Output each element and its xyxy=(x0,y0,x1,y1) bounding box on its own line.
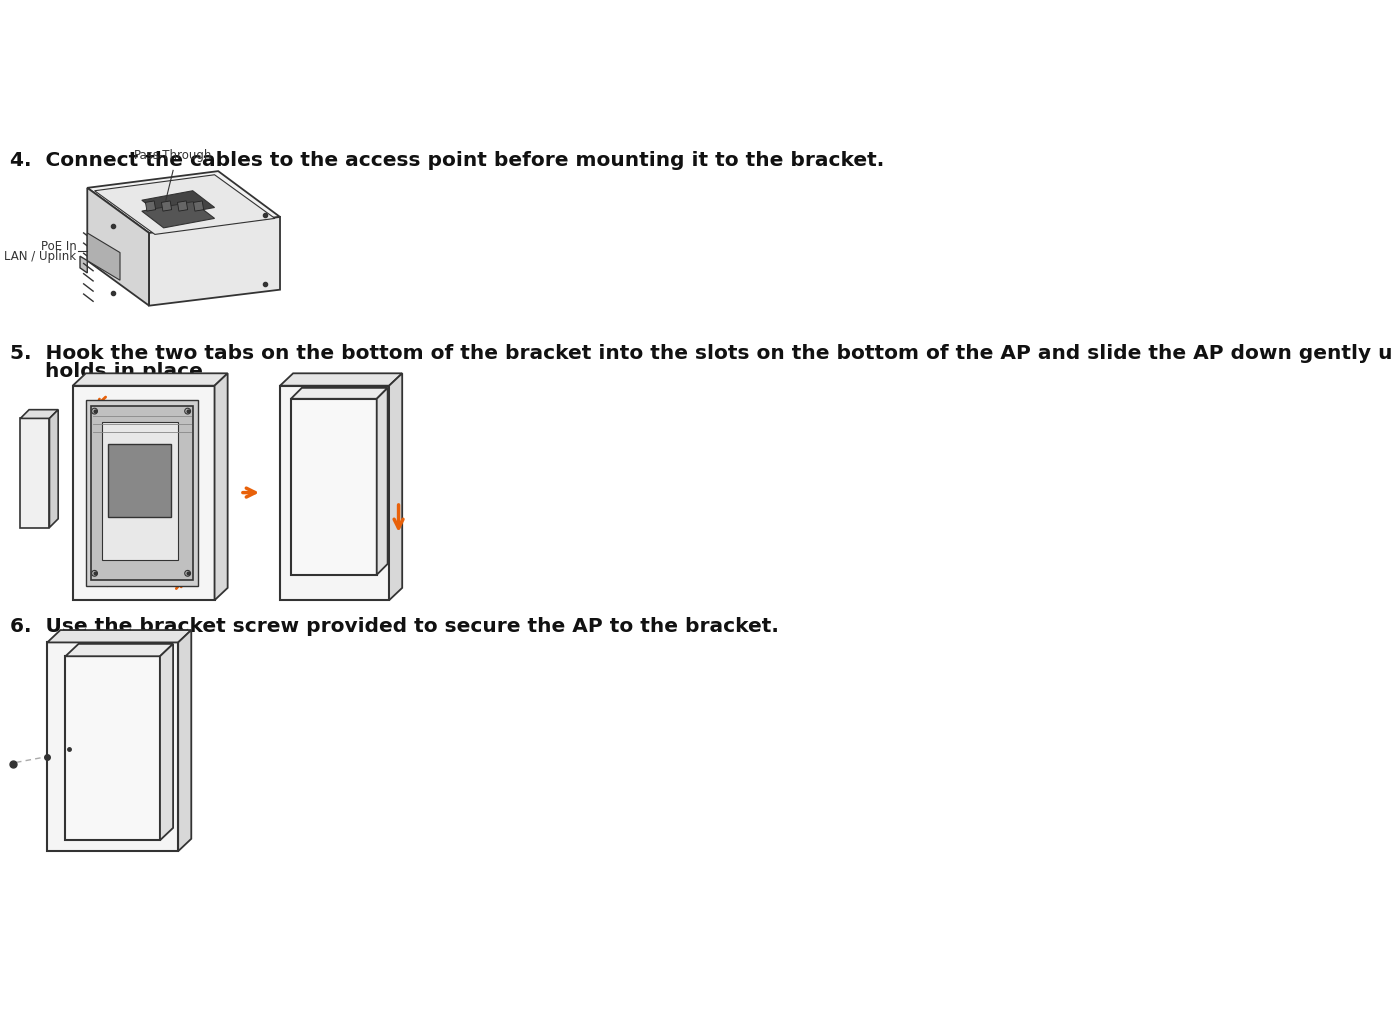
Text: 4.  Connect the cables to the access point before mounting it to the bracket.: 4. Connect the cables to the access poin… xyxy=(10,151,884,171)
Polygon shape xyxy=(142,191,214,217)
Polygon shape xyxy=(280,386,390,600)
Polygon shape xyxy=(178,630,191,852)
Polygon shape xyxy=(86,400,198,586)
Polygon shape xyxy=(47,630,191,642)
Polygon shape xyxy=(377,388,387,574)
Text: Pass-Through: Pass-Through xyxy=(134,148,213,161)
Polygon shape xyxy=(142,202,214,227)
Polygon shape xyxy=(161,201,171,211)
Polygon shape xyxy=(79,256,88,273)
Polygon shape xyxy=(90,406,192,580)
Polygon shape xyxy=(72,386,214,600)
Polygon shape xyxy=(50,410,58,528)
Polygon shape xyxy=(149,217,280,306)
Polygon shape xyxy=(291,399,377,574)
Text: PoE In: PoE In xyxy=(40,240,77,253)
Polygon shape xyxy=(291,388,387,399)
Polygon shape xyxy=(65,657,160,840)
Polygon shape xyxy=(72,374,228,386)
Polygon shape xyxy=(280,374,402,386)
Polygon shape xyxy=(193,201,203,211)
Polygon shape xyxy=(65,644,173,657)
Polygon shape xyxy=(88,188,149,306)
Polygon shape xyxy=(214,374,228,600)
Polygon shape xyxy=(177,201,188,211)
Text: holds in place.: holds in place. xyxy=(10,361,210,381)
Polygon shape xyxy=(107,444,171,517)
Text: LAN / Uplink: LAN / Uplink xyxy=(4,250,77,263)
Polygon shape xyxy=(160,644,173,840)
Polygon shape xyxy=(88,172,280,232)
Polygon shape xyxy=(390,374,402,600)
Polygon shape xyxy=(95,175,276,234)
Text: 6.  Use the bracket screw provided to secure the AP to the bracket.: 6. Use the bracket screw provided to sec… xyxy=(10,617,780,636)
Polygon shape xyxy=(21,418,50,528)
Polygon shape xyxy=(47,642,178,852)
Polygon shape xyxy=(21,410,58,418)
Polygon shape xyxy=(102,422,178,560)
Polygon shape xyxy=(88,232,120,280)
Polygon shape xyxy=(145,201,156,211)
Text: 5.  Hook the two tabs on the bottom of the bracket into the slots on the bottom : 5. Hook the two tabs on the bottom of th… xyxy=(10,344,1392,363)
